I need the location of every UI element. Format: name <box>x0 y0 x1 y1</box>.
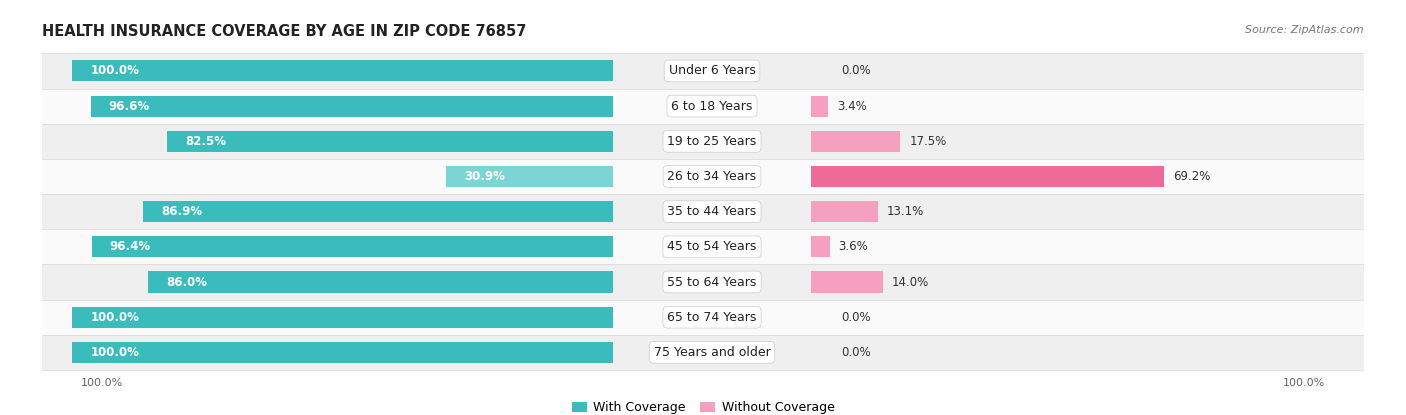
Bar <box>811 271 883 293</box>
Bar <box>90 95 613 117</box>
FancyBboxPatch shape <box>42 194 1364 229</box>
FancyBboxPatch shape <box>42 229 1364 264</box>
FancyBboxPatch shape <box>42 159 1364 194</box>
Text: 3.4%: 3.4% <box>838 100 868 112</box>
Bar <box>72 307 613 328</box>
Bar <box>811 201 877 222</box>
Legend: With Coverage, Without Coverage: With Coverage, Without Coverage <box>567 396 839 415</box>
Text: 100.0%: 100.0% <box>90 64 139 78</box>
Bar <box>811 95 828 117</box>
Text: 17.5%: 17.5% <box>910 135 946 148</box>
Bar <box>143 201 613 222</box>
FancyBboxPatch shape <box>42 264 1364 300</box>
Text: 26 to 34 Years: 26 to 34 Years <box>668 170 756 183</box>
Bar <box>446 166 613 187</box>
Bar <box>72 60 613 81</box>
Text: 45 to 54 Years: 45 to 54 Years <box>668 240 756 253</box>
Text: 19 to 25 Years: 19 to 25 Years <box>668 135 756 148</box>
Text: HEALTH INSURANCE COVERAGE BY AGE IN ZIP CODE 76857: HEALTH INSURANCE COVERAGE BY AGE IN ZIP … <box>42 24 527 39</box>
Text: 82.5%: 82.5% <box>184 135 226 148</box>
Text: 100.0%: 100.0% <box>90 346 139 359</box>
Text: 75 Years and older: 75 Years and older <box>654 346 770 359</box>
FancyBboxPatch shape <box>42 335 1364 370</box>
Bar <box>811 166 1164 187</box>
Text: 55 to 64 Years: 55 to 64 Years <box>668 276 756 288</box>
Text: Source: ZipAtlas.com: Source: ZipAtlas.com <box>1246 25 1364 35</box>
Text: 35 to 44 Years: 35 to 44 Years <box>668 205 756 218</box>
Bar <box>811 236 830 257</box>
Text: 69.2%: 69.2% <box>1174 170 1211 183</box>
Text: 14.0%: 14.0% <box>891 276 929 288</box>
Text: 0.0%: 0.0% <box>841 64 870 78</box>
Text: 0.0%: 0.0% <box>841 311 870 324</box>
Text: 3.6%: 3.6% <box>838 240 869 253</box>
Bar <box>148 271 613 293</box>
Text: Under 6 Years: Under 6 Years <box>669 64 755 78</box>
Text: 30.9%: 30.9% <box>464 170 505 183</box>
Text: 65 to 74 Years: 65 to 74 Years <box>668 311 756 324</box>
Text: 96.6%: 96.6% <box>108 100 150 112</box>
Bar <box>167 131 613 152</box>
Text: 6 to 18 Years: 6 to 18 Years <box>671 100 752 112</box>
Text: 96.4%: 96.4% <box>110 240 150 253</box>
Text: 0.0%: 0.0% <box>841 346 870 359</box>
Text: 13.1%: 13.1% <box>887 205 924 218</box>
Text: 100.0%: 100.0% <box>90 311 139 324</box>
FancyBboxPatch shape <box>42 53 1364 88</box>
Bar <box>91 236 613 257</box>
Bar <box>72 342 613 363</box>
FancyBboxPatch shape <box>42 124 1364 159</box>
FancyBboxPatch shape <box>42 88 1364 124</box>
Bar <box>811 131 900 152</box>
FancyBboxPatch shape <box>42 300 1364 335</box>
Text: 86.9%: 86.9% <box>162 205 202 218</box>
Text: 86.0%: 86.0% <box>166 276 207 288</box>
